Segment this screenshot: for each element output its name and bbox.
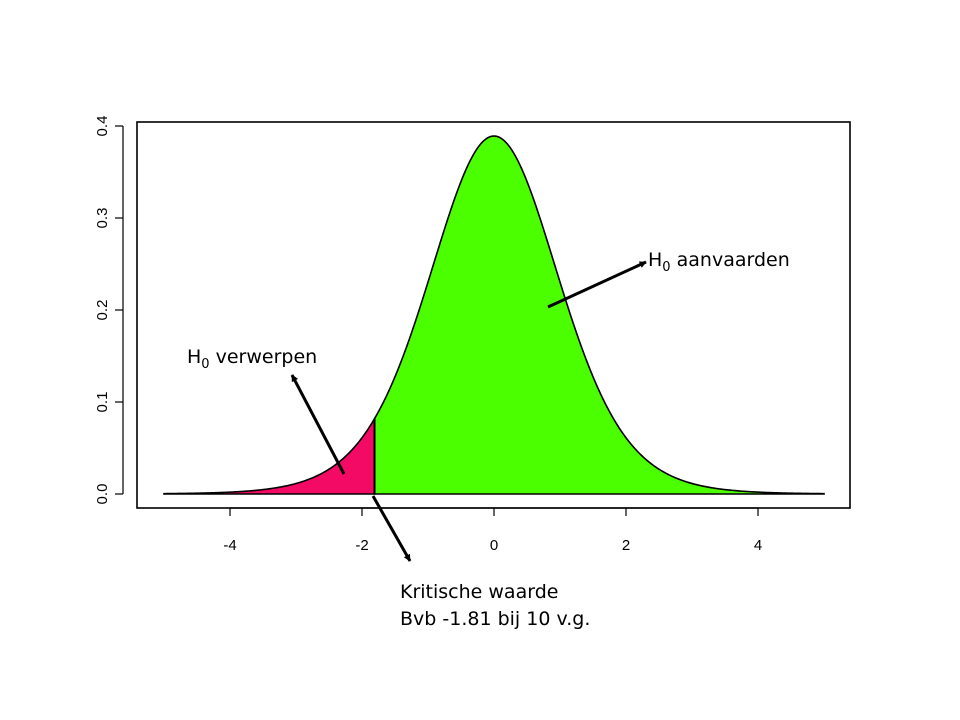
y-tick-label: 0.3 bbox=[94, 208, 111, 229]
y-tick-label: 0.4 bbox=[94, 116, 111, 137]
accept-arrow bbox=[547, 260, 647, 309]
critical-label-line2: Bvb -1.81 bij 10 v.g. bbox=[400, 608, 590, 630]
reject-arrow bbox=[290, 374, 346, 475]
critical-arrow bbox=[371, 495, 412, 562]
accept-region bbox=[373, 135, 825, 495]
y-axis: 0.0 0.1 0.2 0.3 0.4 bbox=[94, 116, 124, 505]
reject-region bbox=[163, 415, 376, 495]
reject-label: H0 verwerpen bbox=[187, 346, 317, 372]
density-areas bbox=[163, 135, 825, 495]
critical-label-line1: Kritische waarde bbox=[400, 581, 558, 603]
x-tick-label: 0 bbox=[490, 537, 498, 554]
x-tick-label: 4 bbox=[754, 537, 762, 554]
x-tick-label: -2 bbox=[355, 537, 368, 554]
x-tick-label: 2 bbox=[622, 537, 630, 554]
x-axis: -4 -2 0 2 4 bbox=[223, 507, 762, 554]
x-tick-label: -4 bbox=[223, 537, 236, 554]
y-tick-label: 0.1 bbox=[94, 392, 111, 413]
accept-label: H0 aanvaarden bbox=[648, 249, 790, 275]
y-tick-label: 0.0 bbox=[94, 484, 111, 505]
y-tick-label: 0.2 bbox=[94, 300, 111, 321]
